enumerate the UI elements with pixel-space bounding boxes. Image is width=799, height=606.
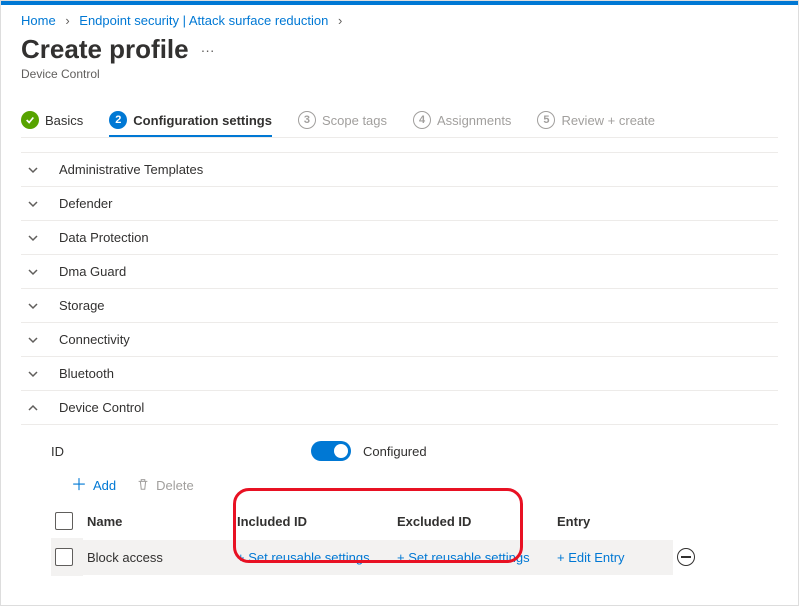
settings-sections: Administrative Templates Defender Data P…	[21, 152, 778, 588]
step-scope-tags[interactable]: 3 Scope tags	[298, 111, 387, 137]
section-label: Storage	[59, 298, 105, 313]
chevron-down-icon	[27, 266, 39, 278]
wizard-steps: Basics 2 Configuration settings 3 Scope …	[21, 111, 778, 138]
trash-icon	[136, 477, 150, 494]
toggle-label: Configured	[363, 444, 427, 459]
step-configuration-settings[interactable]: 2 Configuration settings	[109, 111, 272, 137]
section-label: Administrative Templates	[59, 162, 203, 177]
section-label: Data Protection	[59, 230, 149, 245]
chevron-up-icon	[27, 402, 39, 414]
step-number-icon: 5	[537, 111, 555, 129]
configured-toggle[interactable]	[311, 441, 351, 461]
breadcrumb: Home › Endpoint security | Attack surfac…	[21, 5, 778, 32]
section-label: Bluetooth	[59, 366, 114, 381]
set-reusable-excluded-link[interactable]: + Set reusable settings	[393, 540, 553, 575]
select-all-checkbox[interactable]	[51, 504, 83, 538]
row-checkbox[interactable]	[51, 538, 83, 576]
chevron-down-icon	[27, 164, 39, 176]
delete-button: Delete	[136, 477, 194, 494]
section-label: Connectivity	[59, 332, 130, 347]
chevron-down-icon	[27, 368, 39, 380]
chevron-right-icon: ›	[65, 13, 69, 28]
section-administrative-templates[interactable]: Administrative Templates	[21, 152, 778, 187]
section-defender[interactable]: Defender	[21, 187, 778, 221]
chevron-down-icon	[27, 334, 39, 346]
step-assignments[interactable]: 4 Assignments	[413, 111, 511, 137]
plus-icon: ＋	[71, 478, 87, 494]
chevron-right-icon: ›	[338, 13, 342, 28]
edit-entry-link[interactable]: + Edit Entry	[553, 540, 673, 575]
breadcrumb-home[interactable]: Home	[21, 13, 56, 28]
add-button[interactable]: ＋ Add	[71, 478, 116, 494]
section-connectivity[interactable]: Connectivity	[21, 323, 778, 357]
section-label: Dma Guard	[59, 264, 126, 279]
step-label: Scope tags	[322, 113, 387, 128]
minus-circle-icon	[677, 548, 695, 566]
chevron-down-icon	[27, 198, 39, 210]
col-name: Name	[83, 506, 233, 537]
step-basics[interactable]: Basics	[21, 111, 83, 137]
device-control-panel: ID Configured ＋ Add Delete Name	[21, 425, 778, 588]
step-number-icon: 2	[109, 111, 127, 129]
section-storage[interactable]: Storage	[21, 289, 778, 323]
section-label: Defender	[59, 196, 112, 211]
col-included-id: Included ID	[233, 506, 393, 537]
chevron-down-icon	[27, 300, 39, 312]
check-icon	[21, 111, 39, 129]
step-label: Review + create	[561, 113, 655, 128]
step-label: Configuration settings	[133, 113, 272, 128]
section-data-protection[interactable]: Data Protection	[21, 221, 778, 255]
add-label: Add	[93, 478, 116, 493]
remove-row-button[interactable]	[673, 538, 703, 576]
page-title: Create profile	[21, 34, 189, 65]
col-actions	[673, 513, 703, 529]
id-label: ID	[51, 444, 311, 459]
row-name: Block access	[83, 540, 233, 575]
col-entry: Entry	[553, 506, 673, 537]
col-excluded-id: Excluded ID	[393, 506, 553, 537]
more-actions-icon[interactable]: ···	[201, 42, 215, 58]
section-device-control[interactable]: Device Control	[21, 391, 778, 425]
section-bluetooth[interactable]: Bluetooth	[21, 357, 778, 391]
step-number-icon: 4	[413, 111, 431, 129]
step-label: Basics	[45, 113, 83, 128]
step-label: Assignments	[437, 113, 511, 128]
set-reusable-included-link[interactable]: + Set reusable settings	[233, 540, 393, 575]
breadcrumb-endpoint-security[interactable]: Endpoint security | Attack surface reduc…	[79, 13, 328, 28]
chevron-down-icon	[27, 232, 39, 244]
delete-label: Delete	[156, 478, 194, 493]
page-subtitle: Device Control	[21, 67, 778, 81]
section-dma-guard[interactable]: Dma Guard	[21, 255, 778, 289]
step-review-create[interactable]: 5 Review + create	[537, 111, 655, 137]
section-label: Device Control	[59, 400, 144, 415]
id-table: Name Included ID Excluded ID Entry Block…	[51, 504, 778, 576]
step-number-icon: 3	[298, 111, 316, 129]
